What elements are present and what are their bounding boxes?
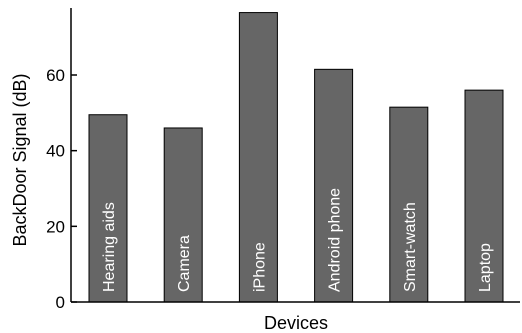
category-label: Camera (176, 235, 193, 292)
category-label: Laptop (477, 243, 494, 292)
y-tick-label: 0 (56, 293, 65, 312)
bar (88, 114, 128, 303)
bar (238, 12, 278, 303)
bar (163, 127, 203, 303)
y-tick-label: 40 (46, 142, 65, 161)
x-axis-title: Devices (264, 313, 328, 333)
bars-group (88, 12, 504, 303)
y-ticks-group: 0 20 40 60 (46, 66, 77, 312)
category-label: Hearing aids (101, 202, 118, 292)
category-label: Smart-watch (402, 202, 419, 292)
bar (464, 89, 504, 303)
y-axis-title: BackDoor Signal (dB) (10, 73, 30, 246)
y-tick-label: 60 (46, 66, 65, 85)
bar-labels-group: Hearing aids Camera iPhone Android phone Sma… (101, 188, 494, 292)
bar (314, 68, 354, 303)
category-label: iPhone (251, 242, 268, 292)
category-label: Android phone (327, 188, 344, 292)
y-tick-label: 20 (46, 217, 65, 236)
